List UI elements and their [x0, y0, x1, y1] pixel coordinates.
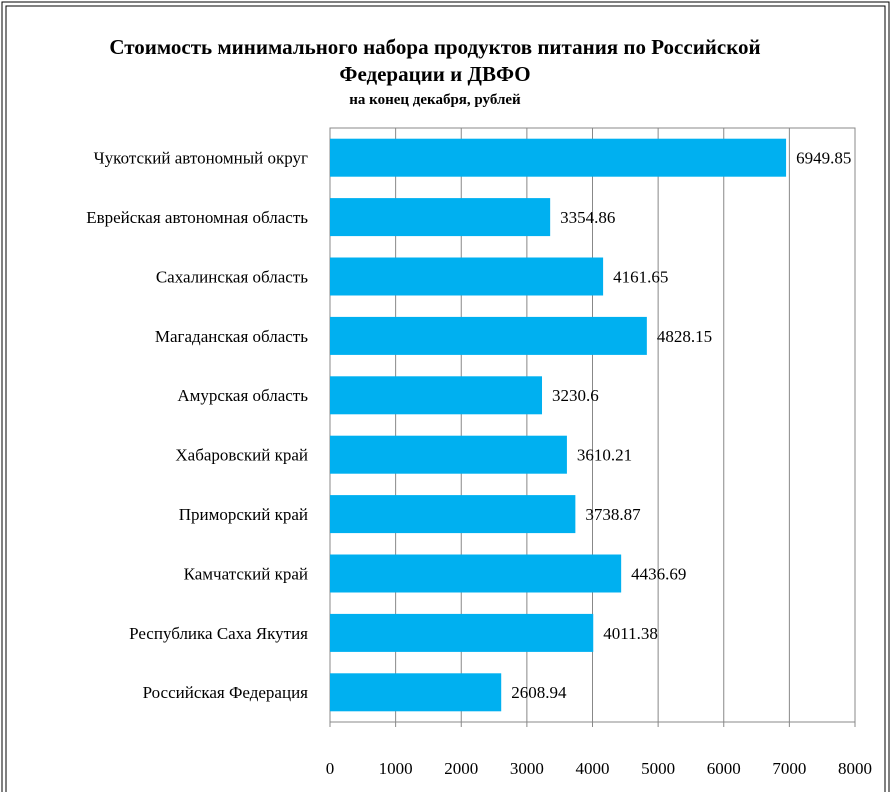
y-tick-label: Приморский край [179, 505, 308, 524]
chart-title: Стоимость минимального набора продуктов … [109, 35, 761, 86]
value-label: 2608.94 [511, 683, 567, 702]
x-tick-label: 3000 [510, 759, 544, 778]
bar [330, 495, 576, 534]
bar [330, 198, 551, 237]
inner-frame [5, 5, 886, 792]
x-tick-label: 5000 [641, 759, 675, 778]
x-tick-label: 6000 [707, 759, 741, 778]
y-tick-label: Еврейская автономная область [86, 208, 308, 227]
x-tick-label: 0 [326, 759, 335, 778]
bar [330, 435, 567, 474]
y-tick-label: Чукотский автономный округ [94, 149, 308, 168]
value-label: 4436.69 [631, 564, 686, 583]
bar [330, 257, 604, 296]
y-tick-label: Республика Саха Якутия [129, 624, 308, 643]
y-tick-label: Камчатский край [184, 564, 308, 583]
y-tick-label: Магаданская область [155, 327, 308, 346]
bar [330, 673, 502, 712]
value-label: 4828.15 [657, 327, 712, 346]
x-tick-label: 7000 [772, 759, 806, 778]
x-tick-label: 1000 [379, 759, 413, 778]
y-tick-label: Сахалинская область [156, 267, 308, 286]
x-tick-label: 4000 [576, 759, 610, 778]
value-label: 3610.21 [577, 446, 632, 465]
y-tick-label: Амурская область [177, 386, 308, 405]
bar [330, 613, 594, 652]
value-label: 3354.86 [560, 208, 615, 227]
x-tick-label: 2000 [444, 759, 478, 778]
value-label: 6949.85 [796, 149, 851, 168]
bar [330, 376, 543, 415]
y-tick-label: Российская Федерация [143, 683, 309, 702]
value-label: 4011.38 [603, 624, 658, 643]
bar [330, 554, 622, 593]
value-label: 3230.6 [552, 386, 599, 405]
y-tick-label: Хабаровский край [175, 446, 308, 465]
bar [330, 138, 787, 177]
value-label: 3738.87 [585, 505, 641, 524]
bar [330, 316, 647, 355]
chart-subtitle: на конец декабря, рублей [349, 92, 521, 108]
x-tick-label: 8000 [838, 759, 872, 778]
value-label: 4161.65 [613, 267, 668, 286]
